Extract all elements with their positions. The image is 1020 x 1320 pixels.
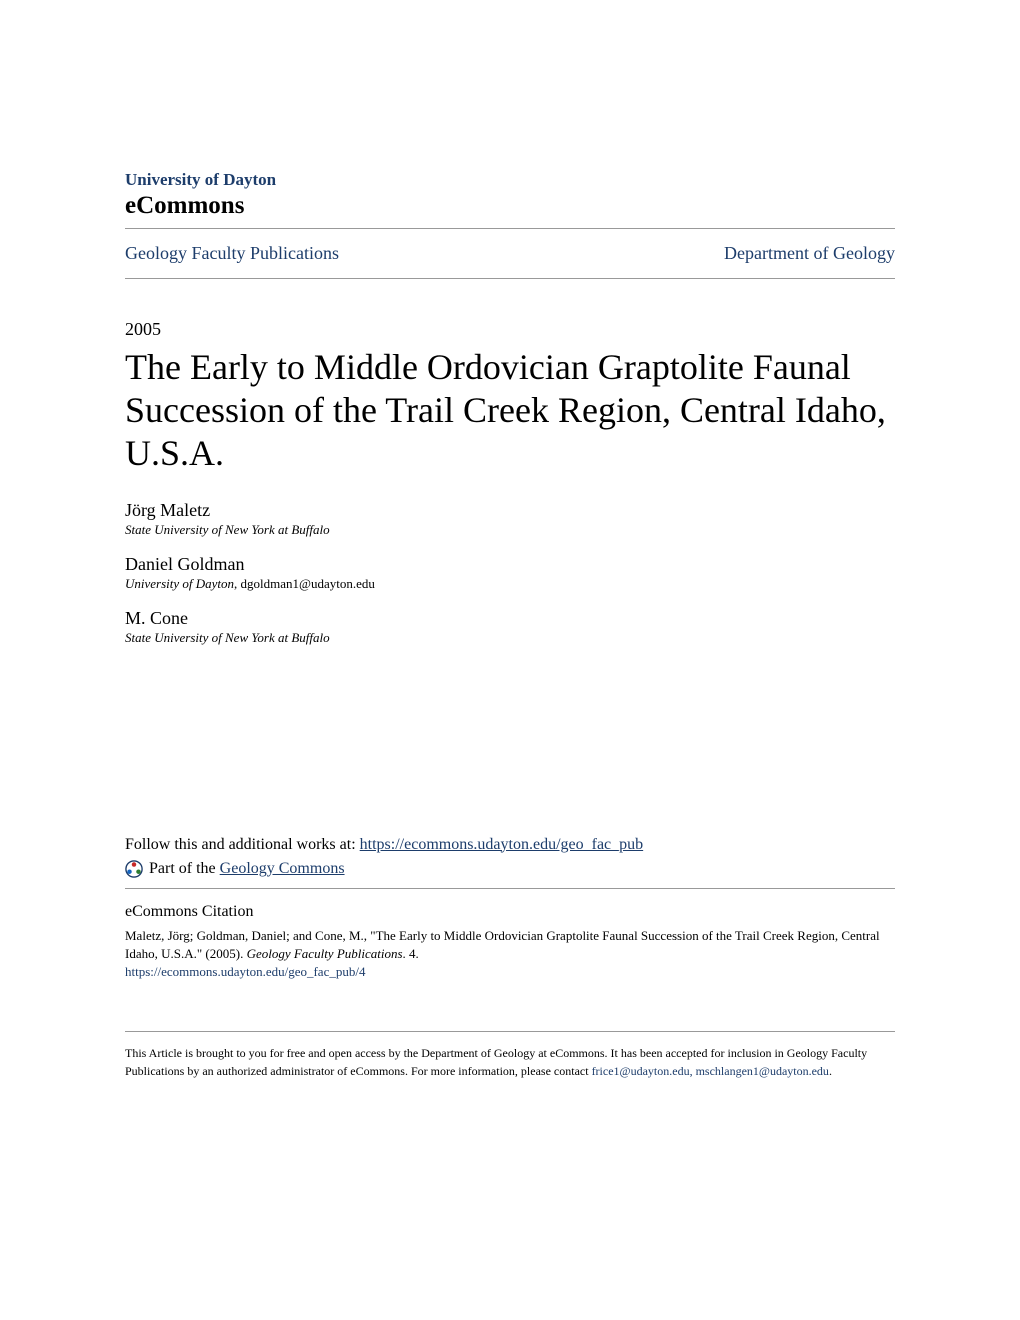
- citation-text-2: . 4.: [403, 946, 419, 961]
- citation-divider: [125, 888, 895, 889]
- author-block-3: M. Cone State University of New York at …: [125, 608, 895, 646]
- author-block-2: Daniel Goldman University of Dayton, dgo…: [125, 554, 895, 592]
- affiliation-text: University of Dayton: [125, 576, 234, 591]
- breadcrumb-collection[interactable]: Geology Faculty Publications: [125, 243, 339, 264]
- author-email: , dgoldman1@udayton.edu: [234, 576, 375, 591]
- header-block: University of Dayton eCommons: [125, 170, 895, 220]
- footer-text: This Article is brought to you for free …: [125, 1044, 895, 1080]
- repository-name[interactable]: eCommons: [125, 192, 895, 220]
- breadcrumb-department[interactable]: Department of Geology: [724, 243, 895, 264]
- article-title: The Early to Middle Ordovician Graptolit…: [125, 346, 895, 476]
- follow-link[interactable]: https://ecommons.udayton.edu/geo_fac_pub: [360, 836, 644, 853]
- footer-period: .: [829, 1064, 832, 1078]
- commons-link[interactable]: Geology Commons: [220, 860, 345, 878]
- publication-year: 2005: [125, 319, 895, 340]
- citation-text-1: Maletz, Jörg; Goldman, Daniel; and Cone,…: [125, 928, 880, 961]
- citation-section: eCommons Citation Maletz, Jörg; Goldman,…: [125, 903, 895, 981]
- author-block-1: Jörg Maletz State University of New York…: [125, 500, 895, 538]
- follow-section: Follow this and additional works at: htt…: [125, 836, 895, 878]
- follow-works-row: Follow this and additional works at: htt…: [125, 836, 895, 854]
- author-name: M. Cone: [125, 608, 895, 629]
- network-icon: [125, 860, 143, 878]
- footer-divider: [125, 1031, 895, 1032]
- affiliation-text: State University of New York at Buffalo: [125, 522, 330, 537]
- citation-body: Maletz, Jörg; Goldman, Daniel; and Cone,…: [125, 927, 895, 963]
- author-affiliation: State University of New York at Buffalo: [125, 522, 895, 538]
- institution-name[interactable]: University of Dayton: [125, 170, 895, 190]
- author-name: Jörg Maletz: [125, 500, 895, 521]
- footer-contact-link[interactable]: frice1@udayton.edu, mschlangen1@udayton.…: [592, 1064, 829, 1078]
- author-affiliation: State University of New York at Buffalo: [125, 630, 895, 646]
- breadcrumb: Geology Faculty Publications Department …: [125, 229, 895, 278]
- citation-link[interactable]: https://ecommons.udayton.edu/geo_fac_pub…: [125, 964, 365, 979]
- affiliation-text: State University of New York at Buffalo: [125, 630, 330, 645]
- follow-prefix: Follow this and additional works at:: [125, 836, 360, 853]
- part-of-prefix: Part of the: [149, 860, 216, 878]
- part-of-row: Part of the Geology Commons: [125, 860, 895, 878]
- citation-heading: eCommons Citation: [125, 903, 895, 921]
- author-affiliation: University of Dayton, dgoldman1@udayton.…: [125, 576, 895, 592]
- breadcrumb-divider: [125, 278, 895, 279]
- citation-series: Geology Faculty Publications: [247, 946, 403, 961]
- author-name: Daniel Goldman: [125, 554, 895, 575]
- citation-link-row: https://ecommons.udayton.edu/geo_fac_pub…: [125, 963, 895, 981]
